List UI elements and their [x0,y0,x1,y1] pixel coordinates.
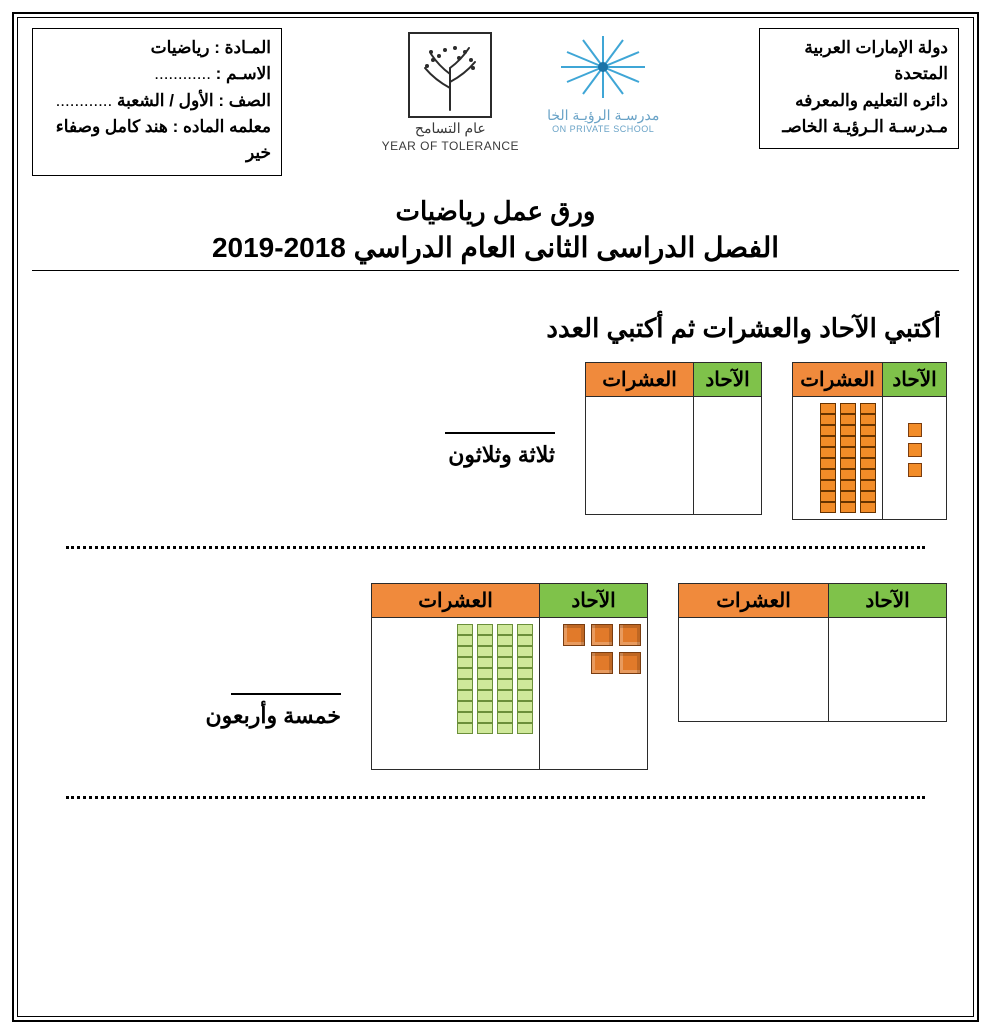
tens-header: العشرات [679,583,829,617]
unit-cube [563,624,585,646]
answer-text: خمسة وأربعون [206,703,341,729]
tens-header: العشرات [372,583,540,617]
worksheet-title-1: ورق عمل رياضيات [32,196,959,227]
ten-rod [840,403,856,513]
ministry-line: دائره التعليم والمعرفه [770,88,948,114]
ones-header: الآحاد [694,362,762,396]
unit-cube [591,624,613,646]
starburst-icon [557,32,649,102]
unit-cube [908,423,922,437]
name-dots [154,64,215,83]
school-logo-en: ON PRIVATE SCHOOL [547,124,659,134]
tolerance-frame [408,32,492,118]
title-underline [32,270,959,271]
page-inner-border: دولة الإمارات العربية المتحدة دائره التع… [17,17,974,1017]
tens-header: العشرات [586,362,694,396]
header-right-box: دولة الإمارات العربية المتحدة دائره التع… [759,28,959,149]
ones-header: الآحاد [540,583,648,617]
tolerance-logo-block: عام التسامح YEAR OF TOLERANCE [382,32,519,153]
answer-blank-line[interactable] [231,693,341,695]
title-area: ورق عمل رياضيات الفصل الدراسى الثانى الع… [32,196,959,271]
dotted-separator [66,546,925,549]
school-logo-block: مدرسـة الرؤيـة الخا ON PRIVATE SCHOOL [547,32,659,134]
country-line2: المتحدة [770,61,948,87]
ones-cell [883,396,947,519]
tolerance-en: YEAR OF TOLERANCE [382,139,519,153]
country-line1: دولة الإمارات العربية [770,35,948,61]
exercises-host: الآحادالعشراتالآحادالعشراتثلاثة وثلاثونا… [32,362,959,799]
answer-area: ثلاثة وثلاثون [365,432,555,468]
worksheet-title-2: الفصل الدراسى الثانى العام الدراسي 2018-… [32,231,959,264]
dotted-separator [66,796,925,799]
answer-text: ثلاثة وثلاثون [448,442,555,468]
unit-cube [619,624,641,646]
ten-rod [457,624,473,734]
tens-cell [679,617,829,721]
exercise-row: الآحادالعشراتالآحادالعشراتخمسة وأربعون [44,583,947,770]
ones-header: الآحاد [883,362,947,396]
tens-header: العشرات [793,362,883,396]
place-value-table-model: الآحادالعشرات [792,362,947,520]
grade-field: الصف : الأول / الشعبة [43,88,271,114]
unit-cube [908,443,922,457]
school-line: مـدرسـة الـرؤيـة الخاصـ [770,114,948,140]
header-row: دولة الإمارات العربية المتحدة دائره التع… [32,28,959,176]
answer-area: خمسة وأربعون [151,693,341,729]
subject-field: المـادة : رياضيات [43,35,271,61]
ones-cell [540,617,648,769]
ones-cell [829,617,947,721]
exercise-row: الآحادالعشراتالآحادالعشراتثلاثة وثلاثون [44,362,947,520]
school-logo-ar: مدرسـة الرؤيـة الخا [547,107,659,124]
ten-rod [820,403,836,513]
unit-cube [908,463,922,477]
place-value-table-blank: الآحادالعشرات [585,362,762,515]
name-field: الاسـم : [43,61,271,87]
grade-dots [56,91,117,110]
header-left-box: المـادة : رياضيات الاسـم : الصف : الأول … [32,28,282,176]
place-value-table-model: الآحادالعشرات [371,583,648,770]
tens-rods [378,624,533,734]
ghaf-tree-icon [415,38,485,112]
ones-units [889,423,940,477]
unit-cube [591,652,613,674]
place-value-table-blank: الآحادالعشرات [678,583,947,722]
tens-rods [799,403,876,513]
instruction-heading: أكتبي الآحاد والعشرات ثم أكتبي العدد [32,313,941,344]
ten-rod [860,403,876,513]
page-outer-border: دولة الإمارات العربية المتحدة دائره التع… [12,12,979,1022]
tens-cell [586,396,694,514]
ones-header: الآحاد [829,583,947,617]
ten-rod [497,624,513,734]
ones-cell [694,396,762,514]
ten-rod [517,624,533,734]
grade-label: الصف : الأول / الشعبة [117,91,271,110]
ten-rod [477,624,493,734]
teacher-field: معلمه الماده : هند كامل وصفاء خير [43,114,271,167]
tens-cell [372,617,540,769]
ones-units [561,624,641,674]
tolerance-ar: عام التسامح [382,120,519,137]
unit-cube [619,652,641,674]
name-label: الاسـم : [216,64,271,83]
tens-cell [793,396,883,519]
answer-blank-line[interactable] [445,432,555,434]
logos-area: مدرسـة الرؤيـة الخا ON PRIVATE SCHOOL [300,28,741,153]
